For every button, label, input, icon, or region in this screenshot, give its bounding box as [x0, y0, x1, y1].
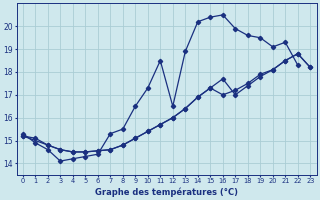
- X-axis label: Graphe des températures (°C): Graphe des températures (°C): [95, 187, 238, 197]
